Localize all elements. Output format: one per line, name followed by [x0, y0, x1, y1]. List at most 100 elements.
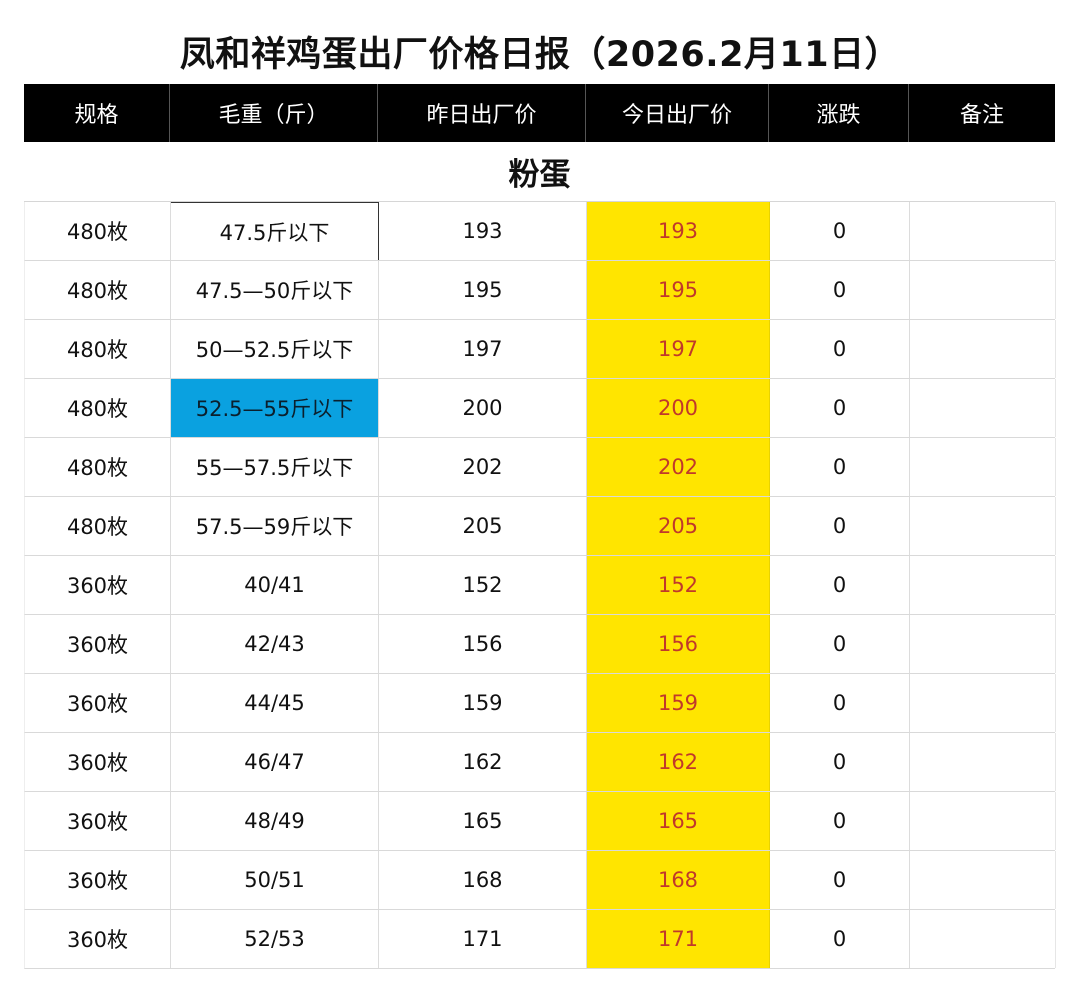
today-price-cell[interactable]: 197 [587, 320, 770, 378]
table-row: 360枚 50/51 168 168 0 [24, 851, 1056, 910]
yesterday-price-cell[interactable]: 168 [379, 851, 587, 909]
table-row: 480枚 50—52.5斤以下 197 197 0 [24, 320, 1056, 379]
table-row: 480枚 57.5—59斤以下 205 205 0 [24, 497, 1056, 556]
spec-cell[interactable]: 480枚 [25, 438, 171, 496]
change-cell[interactable]: 0 [770, 320, 910, 378]
change-cell[interactable]: 0 [770, 556, 910, 614]
spec-cell[interactable]: 480枚 [25, 202, 171, 260]
today-price-cell[interactable]: 168 [587, 851, 770, 909]
weight-cell[interactable]: 57.5—59斤以下 [171, 497, 379, 555]
weight-cell[interactable]: 44/45 [171, 674, 379, 732]
header-change: 涨跌 [769, 84, 909, 142]
yesterday-price-cell[interactable]: 162 [379, 733, 587, 791]
today-price-cell[interactable]: 152 [587, 556, 770, 614]
today-price-cell[interactable]: 205 [587, 497, 770, 555]
weight-cell[interactable]: 50—52.5斤以下 [171, 320, 379, 378]
change-cell[interactable]: 0 [770, 379, 910, 437]
yesterday-price-cell[interactable]: 159 [379, 674, 587, 732]
yesterday-price-cell[interactable]: 152 [379, 556, 587, 614]
table-row: 360枚 42/43 156 156 0 [24, 615, 1056, 674]
today-price-cell[interactable]: 156 [587, 615, 770, 673]
today-price-cell[interactable]: 165 [587, 792, 770, 850]
today-price-cell[interactable]: 200 [587, 379, 770, 437]
today-price-cell[interactable]: 193 [587, 202, 770, 260]
today-price-cell[interactable]: 171 [587, 910, 770, 968]
spec-cell[interactable]: 360枚 [25, 851, 171, 909]
table-row: 360枚 44/45 159 159 0 [24, 674, 1056, 733]
weight-cell[interactable]: 48/49 [171, 792, 379, 850]
note-cell[interactable] [910, 320, 1056, 378]
table-header-row: 规格 毛重（斤） 昨日出厂价 今日出厂价 涨跌 备注 [24, 84, 1055, 142]
report-title: 凤和祥鸡蛋出厂价格日报（2026.2月11日） [179, 35, 901, 75]
change-cell[interactable]: 0 [770, 733, 910, 791]
yesterday-price-cell[interactable]: 165 [379, 792, 587, 850]
today-price-cell[interactable]: 202 [587, 438, 770, 496]
change-cell[interactable]: 0 [770, 438, 910, 496]
note-cell[interactable] [910, 792, 1056, 850]
spec-cell[interactable]: 480枚 [25, 320, 171, 378]
note-cell[interactable] [910, 674, 1056, 732]
weight-cell[interactable]: 50/51 [171, 851, 379, 909]
table-row: 360枚 40/41 152 152 0 [24, 556, 1056, 615]
weight-cell[interactable]: 52/53 [171, 910, 379, 968]
spec-cell[interactable]: 360枚 [25, 792, 171, 850]
weight-cell[interactable]: 47.5—50斤以下 [171, 261, 379, 319]
note-cell[interactable] [910, 438, 1056, 496]
change-cell[interactable]: 0 [770, 910, 910, 968]
note-cell[interactable] [910, 497, 1056, 555]
spec-cell[interactable]: 360枚 [25, 674, 171, 732]
today-price-cell[interactable]: 159 [587, 674, 770, 732]
yesterday-price-cell[interactable]: 193 [379, 202, 587, 260]
header-yesterday-price: 昨日出厂价 [378, 84, 586, 142]
weight-cell[interactable]: 40/41 [171, 556, 379, 614]
spec-cell[interactable]: 480枚 [25, 379, 171, 437]
change-cell[interactable]: 0 [770, 792, 910, 850]
table-row: 480枚 52.5—55斤以下 200 200 0 [24, 379, 1056, 438]
spec-cell[interactable]: 360枚 [25, 556, 171, 614]
note-cell[interactable] [910, 261, 1056, 319]
yesterday-price-cell[interactable]: 205 [379, 497, 587, 555]
weight-cell[interactable]: 42/43 [171, 615, 379, 673]
yesterday-price-cell[interactable]: 195 [379, 261, 587, 319]
table-row: 480枚 47.5—50斤以下 195 195 0 [24, 261, 1056, 320]
yesterday-price-cell[interactable]: 200 [379, 379, 587, 437]
change-cell[interactable]: 0 [770, 202, 910, 260]
header-today-price: 今日出厂价 [586, 84, 769, 142]
note-cell[interactable] [910, 615, 1056, 673]
change-cell[interactable]: 0 [770, 497, 910, 555]
table-row: 480枚 55—57.5斤以下 202 202 0 [24, 438, 1056, 497]
spec-cell[interactable]: 480枚 [25, 261, 171, 319]
note-cell[interactable] [910, 910, 1056, 968]
note-cell[interactable] [910, 379, 1056, 437]
section-label: 粉蛋 [24, 142, 1055, 202]
note-cell[interactable] [910, 733, 1056, 791]
change-cell[interactable]: 0 [770, 851, 910, 909]
spec-cell[interactable]: 360枚 [25, 615, 171, 673]
table-row: 360枚 48/49 165 165 0 [24, 792, 1056, 851]
header-spec: 规格 [24, 84, 170, 142]
change-cell[interactable]: 0 [770, 261, 910, 319]
note-cell[interactable] [910, 851, 1056, 909]
weight-cell[interactable]: 47.5斤以下 [171, 202, 379, 260]
note-cell[interactable] [910, 556, 1056, 614]
yesterday-price-cell[interactable]: 202 [379, 438, 587, 496]
note-cell[interactable] [910, 202, 1056, 260]
table-body: 480枚 47.5斤以下 193 193 0 480枚 47.5—50斤以下 195 195 0 4… [24, 202, 1056, 969]
spec-cell[interactable]: 360枚 [25, 733, 171, 791]
weight-cell[interactable]: 46/47 [171, 733, 379, 791]
change-cell[interactable]: 0 [770, 615, 910, 673]
yesterday-price-cell[interactable]: 197 [379, 320, 587, 378]
yesterday-price-cell[interactable]: 156 [379, 615, 587, 673]
weight-cell[interactable]: 55—57.5斤以下 [171, 438, 379, 496]
today-price-cell[interactable]: 162 [587, 733, 770, 791]
table-row: 480枚 47.5斤以下 193 193 0 [24, 202, 1056, 261]
spec-cell[interactable]: 360枚 [25, 910, 171, 968]
price-table: 规格 毛重（斤） 昨日出厂价 今日出厂价 涨跌 备注 粉蛋 480枚 47.5斤以… [24, 84, 1056, 969]
today-price-cell[interactable]: 195 [587, 261, 770, 319]
header-weight: 毛重（斤） [170, 84, 378, 142]
change-cell[interactable]: 0 [770, 674, 910, 732]
yesterday-price-cell[interactable]: 171 [379, 910, 587, 968]
header-note: 备注 [959, 103, 1004, 128]
weight-cell[interactable]: 52.5—55斤以下 [171, 379, 379, 437]
spec-cell[interactable]: 480枚 [25, 497, 171, 555]
